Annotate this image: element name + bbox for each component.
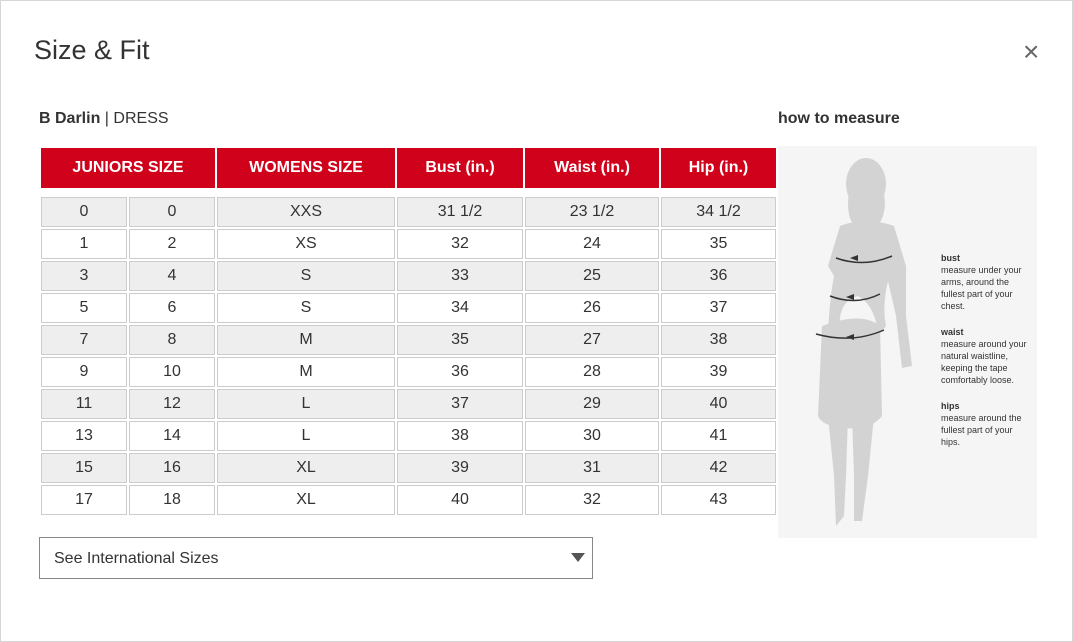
table-cell: 17 <box>41 485 127 515</box>
table-cell: 10 <box>129 357 215 387</box>
table-cell: XL <box>217 485 395 515</box>
measure-text: measure under your arms, around the full… <box>941 265 1022 311</box>
table-cell: 23 1/2 <box>525 197 659 227</box>
table-cell: 28 <box>525 357 659 387</box>
table-cell: 14 <box>129 421 215 451</box>
measure-text: measure around the fullest part of your … <box>941 413 1022 447</box>
table-cell: S <box>217 293 395 323</box>
table-cell: 35 <box>397 325 523 355</box>
table-cell: 42 <box>661 453 776 483</box>
product-line: B Darlin | DRESS <box>39 110 169 128</box>
table-cell: M <box>217 357 395 387</box>
table-cell: 34 1/2 <box>661 197 776 227</box>
table-cell: 37 <box>661 293 776 323</box>
table-cell: 30 <box>525 421 659 451</box>
table-cell: 0 <box>129 197 215 227</box>
table-cell: L <box>217 421 395 451</box>
table-cell: 35 <box>661 229 776 259</box>
close-button[interactable]: × <box>1023 36 1040 67</box>
table-cell: 4 <box>129 261 215 291</box>
measure-label: bust <box>941 253 960 263</box>
table-cell: 33 <box>397 261 523 291</box>
table-cell: 3 <box>41 261 127 291</box>
dialog-title: Size & Fit <box>34 35 150 65</box>
measure-label: hips <box>941 401 960 411</box>
separator: | <box>104 110 109 127</box>
table-cell: XXS <box>217 197 395 227</box>
table-cell: 15 <box>41 453 127 483</box>
table-cell: 18 <box>129 485 215 515</box>
table-cell: S <box>217 261 395 291</box>
table-cell: 31 1/2 <box>397 197 523 227</box>
table-cell: XS <box>217 229 395 259</box>
measure-item: waist measure around your natural waistli… <box>941 326 1031 386</box>
how-to-measure-title: how to measure <box>778 110 900 127</box>
table-cell: 39 <box>661 357 776 387</box>
table-cell: 41 <box>661 421 776 451</box>
measure-text: measure around your natural waistline, k… <box>941 339 1027 385</box>
table-cell: 31 <box>525 453 659 483</box>
column-header: Waist (in.) <box>525 148 659 188</box>
column-header: Hip (in.) <box>661 148 776 188</box>
table-cell: 37 <box>397 389 523 419</box>
table-cell: 24 <box>525 229 659 259</box>
product-type: DRESS <box>113 110 169 127</box>
table-cell: 1 <box>41 229 127 259</box>
table-cell: 7 <box>41 325 127 355</box>
dropdown-arrow <box>571 553 585 562</box>
measure-label: waist <box>941 327 964 337</box>
table-cell: 40 <box>397 485 523 515</box>
measure-notes: bust measure under your arms, around the … <box>941 252 1031 462</box>
table-cell: 32 <box>525 485 659 515</box>
table-cell: 9 <box>41 357 127 387</box>
table-cell: 40 <box>661 389 776 419</box>
column-header: JUNIORS SIZE <box>41 148 215 188</box>
table-cell: M <box>217 325 395 355</box>
table-cell: 5 <box>41 293 127 323</box>
table-cell: 29 <box>525 389 659 419</box>
table-cell: 36 <box>661 261 776 291</box>
dropdown-label: See International Sizes <box>54 550 219 567</box>
silhouette <box>815 158 912 526</box>
table-cell: 39 <box>397 453 523 483</box>
brand: B Darlin <box>39 110 101 127</box>
international-sizes-dropdown[interactable]: See International Sizes <box>39 537 593 579</box>
table-cell: 12 <box>129 389 215 419</box>
table-cell: XL <box>217 453 395 483</box>
measure-figure <box>778 146 1037 538</box>
table-cell: 38 <box>397 421 523 451</box>
measure-item: bust measure under your arms, around the … <box>941 252 1031 312</box>
measure-item: hips measure around the fullest part of y… <box>941 400 1031 448</box>
column-header: WOMENS SIZE <box>217 148 395 188</box>
table-cell: 25 <box>525 261 659 291</box>
table-cell: 32 <box>397 229 523 259</box>
table-cell: 8 <box>129 325 215 355</box>
table-cell: 27 <box>525 325 659 355</box>
table-cell: 34 <box>397 293 523 323</box>
table-cell: 43 <box>661 485 776 515</box>
table-cell: 16 <box>129 453 215 483</box>
table-cell: 13 <box>41 421 127 451</box>
table-cell: 36 <box>397 357 523 387</box>
table-cell: 6 <box>129 293 215 323</box>
table-cell: 26 <box>525 293 659 323</box>
column-header: Bust (in.) <box>397 148 523 188</box>
table-cell: 38 <box>661 325 776 355</box>
table-cell: L <box>217 389 395 419</box>
table-cell: 0 <box>41 197 127 227</box>
table-cell: 11 <box>41 389 127 419</box>
table-cell: 2 <box>129 229 215 259</box>
